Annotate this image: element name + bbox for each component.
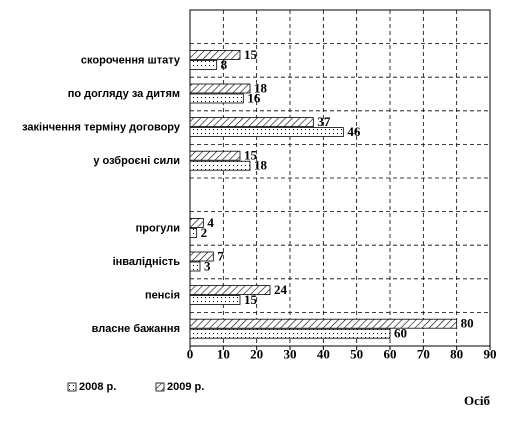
bar xyxy=(189,261,201,272)
value-label: 2 xyxy=(201,225,208,240)
x-tick-label: 50 xyxy=(350,347,363,362)
bar xyxy=(189,251,214,262)
bar xyxy=(189,93,244,104)
category-label: прогули xyxy=(136,222,180,234)
legend-swatch xyxy=(67,382,77,392)
legend-swatch xyxy=(155,382,165,392)
bar xyxy=(189,160,251,171)
bar xyxy=(189,117,314,127)
x-tick-label: 20 xyxy=(250,347,263,362)
category-label: пенсія xyxy=(145,290,180,302)
x-tick-label: 70 xyxy=(417,347,430,362)
value-label: 7 xyxy=(217,248,224,263)
bar xyxy=(189,60,218,70)
x-tick-label: 0 xyxy=(187,347,194,362)
bar xyxy=(189,285,271,296)
value-label: 46 xyxy=(347,124,361,139)
legend-label: 2008 р. xyxy=(79,381,116,393)
bar xyxy=(189,295,241,306)
category-label: скорочення штату xyxy=(81,54,181,66)
category-label: закінчення терміну договору xyxy=(22,122,181,134)
value-label: 24 xyxy=(274,282,288,297)
bar xyxy=(189,83,251,94)
value-label: 60 xyxy=(394,326,407,341)
bar xyxy=(189,127,344,137)
x-tick-label: 40 xyxy=(317,347,330,362)
plot-frame xyxy=(189,9,491,347)
value-label: 18 xyxy=(254,158,268,173)
x-tick-label: 30 xyxy=(284,347,297,362)
x-tick-label: 80 xyxy=(450,347,463,362)
bar xyxy=(189,150,241,161)
category-label: інвалідність xyxy=(113,256,181,268)
value-label: 37 xyxy=(317,114,331,129)
value-label: 15 xyxy=(244,292,258,307)
value-label: 16 xyxy=(247,90,260,105)
value-label: 18 xyxy=(254,80,268,95)
bar xyxy=(189,50,241,60)
category-label: у озброєні сили xyxy=(93,155,180,167)
value-label: 8 xyxy=(221,57,228,72)
x-tick-label: 10 xyxy=(217,347,230,362)
x-tick-label: 90 xyxy=(484,347,497,362)
value-label: 3 xyxy=(204,258,211,273)
bar xyxy=(189,227,198,238)
value-label: 15 xyxy=(244,47,258,62)
bar xyxy=(189,328,391,339)
category-label: власне бажання xyxy=(92,323,180,335)
bar xyxy=(189,217,204,228)
x-axis-label: Осіб xyxy=(464,393,490,408)
bar xyxy=(189,318,458,329)
legend-label: 2009 р. xyxy=(167,381,204,393)
value-label: 80 xyxy=(461,316,474,331)
category-label: по догляду за дитям xyxy=(68,88,180,100)
value-label: 4 xyxy=(207,215,214,230)
value-label: 15 xyxy=(244,148,258,163)
x-tick-label: 60 xyxy=(384,347,397,362)
